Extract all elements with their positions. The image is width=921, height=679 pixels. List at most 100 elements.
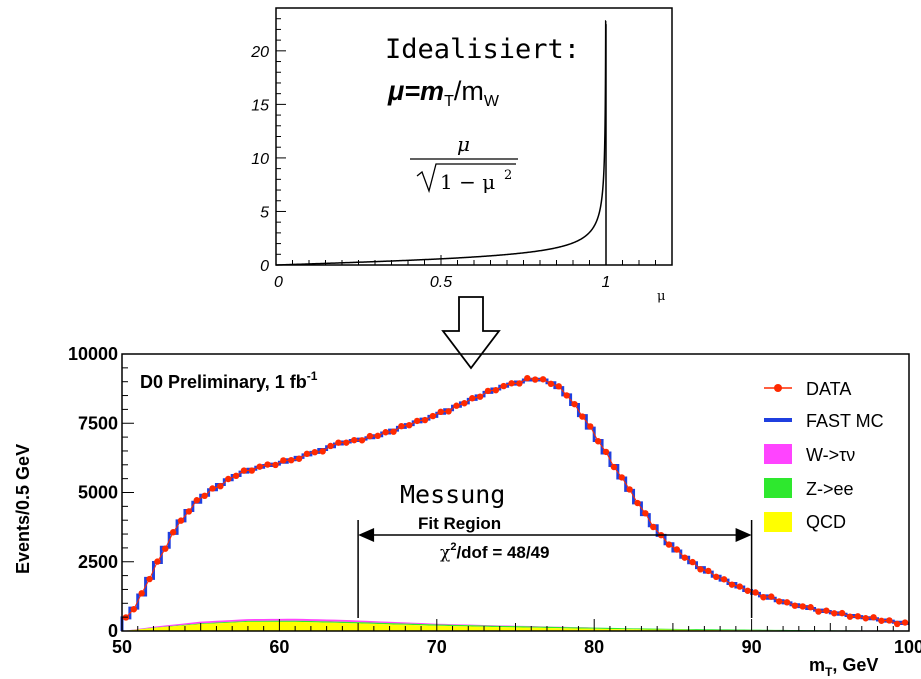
data-point [870,614,877,621]
data-point [815,608,822,615]
data-point [429,412,437,420]
data-point [185,508,193,515]
data-line [125,377,906,625]
formula: μ 1 − μ 2 [410,132,518,194]
data-point [169,529,177,536]
idealized-y-tick-label: 0 [260,258,269,275]
data-point [901,619,909,626]
idealized-y-tick-label: 20 [250,44,269,61]
down-arrow [441,296,501,370]
idealized-x-tick-label: 0 [274,274,283,291]
data-point [563,392,570,399]
legend-item-qcd: QCD [764,512,846,532]
data-point [217,483,224,490]
chi2-label: χ2/dof = 48/49 [440,541,550,563]
measurement-plot-ticks [121,353,910,632]
data-point [461,400,468,407]
data-point [374,432,381,440]
data-point [201,492,208,500]
data-point [366,432,374,440]
data-point [728,581,736,588]
data-point [138,590,145,597]
measurement-plot: 50 60 70 80 90 100 0 2500 5000 7500 10000 D0 Preli… [13,344,921,679]
data-point [736,583,743,590]
legend-item-data: DATA [764,379,851,399]
data-point [854,613,862,620]
data-point [768,593,775,600]
data-point [177,517,185,524]
data-point [445,408,452,415]
data-point [303,450,311,458]
legend-item-w-tau: W->τν [764,444,855,465]
data-point [288,456,295,464]
mu-ratio-sub-w: W [484,93,500,110]
mu-ratio-main: μ=m [387,76,444,106]
data-point [681,554,688,561]
data-point [319,448,326,455]
data-point [130,606,138,613]
data-point [453,402,460,409]
formula-sqrt-body: 1 − μ [440,170,495,194]
legend-z-ee-swatch [764,478,792,498]
data-point [240,467,248,474]
data-point [602,448,610,456]
chi2-tail: /dof = 48/49 [456,543,549,562]
mu-ratio-sub-t: T [444,93,454,110]
mu-ratio-mid: /m [454,76,484,106]
data-point [838,609,846,617]
data-point [248,467,256,474]
x-axis-label-main: m [809,655,825,675]
data-point [508,380,515,387]
data-point [720,576,728,583]
y-tick-label: 7500 [78,413,118,433]
fit-region-arrowhead-right [735,528,752,542]
data-point [162,545,169,552]
data-point [264,461,271,468]
idealized-plot-ticks [275,7,673,266]
data-point [193,497,200,504]
data-point [398,422,405,430]
idealized-y-tick-label: 10 [251,151,269,168]
plot-title-main: D0 Preliminary, 1 fb [140,372,307,392]
data-point [807,604,814,611]
y-axis-label: Events/0.5 GeV [13,444,33,574]
data-point [154,558,161,565]
x-tick-label: 100 [894,637,921,657]
data-point [862,615,869,622]
data-point [799,603,806,610]
data-point [547,380,555,388]
data-point [469,395,476,402]
legend-data-marker [774,384,782,392]
idealized-curve [275,20,607,266]
data-point [343,439,350,446]
measurement-plot-tick-labels: 50 60 70 80 90 100 0 2500 5000 7500 10000 [68,344,921,657]
data-point [760,594,767,601]
data-point [594,438,602,445]
data-point [421,416,429,424]
data-point [697,566,704,573]
legend-z-ee-label: Z->ee [806,479,854,499]
y-tick-label: 0 [108,621,118,641]
data-point [878,617,885,624]
x-axis-label: mT, GeV [809,655,878,679]
data-point [531,376,539,383]
legend-w-tau-swatch [764,444,792,464]
legend-w-tau-label: W->τν [806,445,855,465]
data-point [484,387,492,395]
x-axis-label-tail: , GeV [832,655,878,675]
data-point [327,442,334,450]
data-points [122,374,909,628]
fit-region-arrowhead-left [358,528,375,542]
y-tick-label: 10000 [68,344,118,364]
legend-qcd-label: QCD [806,512,846,532]
chi2-sup: 2 [450,541,456,553]
data-point [831,610,838,617]
data-point [634,499,641,507]
data-point [335,439,342,446]
data-point [146,575,153,583]
data-point [642,510,649,517]
data-point [280,457,287,464]
background-fills [122,618,909,631]
idealized-x-tick-label: 0.5 [430,274,452,291]
